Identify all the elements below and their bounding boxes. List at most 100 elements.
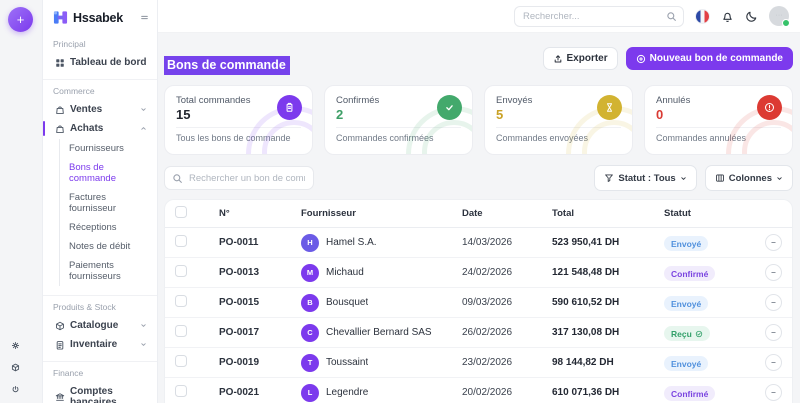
order-number: PO-0015 [219,297,260,308]
cube-icon [55,321,65,331]
stat-sublabel: Commandes confirmées [336,133,434,143]
check-icon [437,95,462,120]
row-checkbox[interactable] [175,294,187,307]
card-divider [656,127,781,128]
new-order-button-label: Nouveau bon de commande [649,53,783,64]
language-flag-icon[interactable] [695,8,710,24]
power-icon[interactable] [11,385,20,394]
brand-name: Hssabek [73,10,124,25]
order-date: 09/03/2026 [462,297,513,308]
table-row-po-0021[interactable]: PO-0021 L Legendre 20/02/2026 610 071,36… [165,378,792,403]
sidebar-item-achats[interactable]: Achats [43,119,149,138]
row-actions-button[interactable] [765,324,782,341]
order-date: 26/02/2026 [462,327,513,338]
sidebar-subitem-bons-de-commande[interactable]: Bons de commande [69,162,116,184]
bag-icon [55,124,65,134]
order-total: 98 144,82 DH [552,357,614,368]
row-checkbox[interactable] [175,324,187,337]
global-search [514,5,684,27]
global-search-input[interactable] [514,5,684,27]
gear-icon[interactable] [11,341,20,350]
card-decoration [262,120,312,154]
card-decoration [422,120,472,154]
table-row-po-0017[interactable]: PO-0017 C Chevallier Bernard SAS 26/02/2… [165,318,792,348]
supplier-name: Legendre [326,387,369,398]
column-header-fournisseur[interactable]: Fournisseur [301,208,356,219]
status-badge: Reçu [664,326,710,341]
new-order-button[interactable]: Nouveau bon de commande [625,47,793,70]
row-actions-button[interactable] [765,354,782,371]
sidebar-collapse-icon[interactable] [140,13,149,22]
supplier-avatar: C [301,323,319,342]
status-badge: Confirmé [664,386,716,401]
sidebar-item-comptes-bancaires[interactable]: Comptes bancaires [53,382,149,403]
chevron-down-icon [140,322,147,329]
row-actions-button[interactable] [765,264,782,281]
dark-mode-moon-icon[interactable] [745,10,758,23]
quick-add-button[interactable]: + [8,7,33,32]
row-checkbox[interactable] [175,234,187,247]
column-header-date[interactable]: Date [462,208,483,219]
sidebar-subitem-factures-fournisseur[interactable]: Factures fournisseur [69,192,116,214]
brand-logo-icon [53,10,68,25]
sidebar-subitems: Fournisseurs Bons de commande Factures fou… [59,139,149,286]
title-row: Bons de commande Exporter Nouveau bon de… [164,40,793,77]
table-search [164,166,314,190]
sidebar-subitem-re-ceptions[interactable]: Réceptions [69,222,117,233]
column-header-total[interactable]: Total [552,208,574,219]
plus-circle-icon [636,54,646,64]
chevron-up-icon [140,125,147,132]
sidebar-section-produits-stock: Produits & Stock Catalogue Inventaire [43,295,157,357]
row-checkbox[interactable] [175,264,187,277]
columns-button[interactable]: Colonnes [704,165,793,191]
table-row-po-0011[interactable]: PO-0011 H Hamel S.A. 14/03/2026 523 950,… [165,228,792,258]
sidebar-item-catalogue[interactable]: Catalogue [53,316,149,335]
column-header-n[interactable]: N° [219,208,230,219]
user-avatar[interactable]: ··· [769,6,790,27]
column-header-statut[interactable]: Statut [664,208,691,219]
row-actions-button[interactable] [765,234,782,251]
stat-label: Confirmés [336,95,380,106]
sidebar-item-ventes[interactable]: Ventes [53,100,149,119]
status-cell: Envoyé [664,234,738,252]
actions-cell [738,234,782,251]
sidebar-section-commerce: Commerce Ventes Achats Fournisseurs Bons … [43,79,157,291]
select-all-checkbox[interactable] [175,205,187,218]
sidebar-section-label: Produits & Stock [53,302,116,312]
sidebar-section-label: Commerce [53,86,95,96]
supplier-avatar: H [301,233,319,252]
export-button[interactable]: Exporter [542,47,618,70]
table-search-input[interactable] [164,166,314,190]
stat-label: Annulés [656,95,691,106]
sidebar-subitem-fournisseurs[interactable]: Fournisseurs [69,143,124,154]
sidebar-subitem-paiements-fournisseurs[interactable]: Paiements fournisseurs [69,260,121,282]
table-row-po-0015[interactable]: PO-0015 B Bousquet 09/03/2026 590 610,52… [165,288,792,318]
order-date: 23/02/2026 [462,357,513,368]
columns-icon [715,173,725,183]
supplier-cell: L Legendre [301,383,462,402]
package-icon[interactable] [11,363,20,372]
sidebar-item-inventaire[interactable]: Inventaire [53,335,149,354]
row-actions-button[interactable] [765,294,782,311]
supplier-avatar: B [301,293,319,312]
status-cell: Confirmé [664,384,738,402]
stat-value: 5 [496,107,504,122]
table-row-po-0013[interactable]: PO-0013 M Michaud 24/02/2026 121 548,48 … [165,258,792,288]
order-number: PO-0013 [219,267,260,278]
stat-sublabel: Commandes envoyées [496,133,589,143]
row-actions-button[interactable] [765,384,782,401]
filter-row: Statut : Tous Colonnes [164,165,793,191]
sidebar-item-tableau-de-bord[interactable]: Tableau de bord [53,53,149,72]
sidebar-subitem-notes-de-de-bit[interactable]: Notes de débit [69,241,131,252]
status-filter-button[interactable]: Statut : Tous [594,165,697,191]
chevron-down-icon [776,175,783,182]
cliplist-icon [55,340,65,350]
row-checkbox[interactable] [175,354,187,367]
supplier-name: Chevallier Bernard SAS [326,327,432,338]
order-date: 24/02/2026 [462,267,513,278]
notifications-bell-icon[interactable] [721,10,734,23]
card-decoration [582,120,632,154]
row-checkbox[interactable] [175,384,187,397]
stat-value: 15 [176,107,191,122]
table-row-po-0019[interactable]: PO-0019 T Toussaint 23/02/2026 98 144,82… [165,348,792,378]
